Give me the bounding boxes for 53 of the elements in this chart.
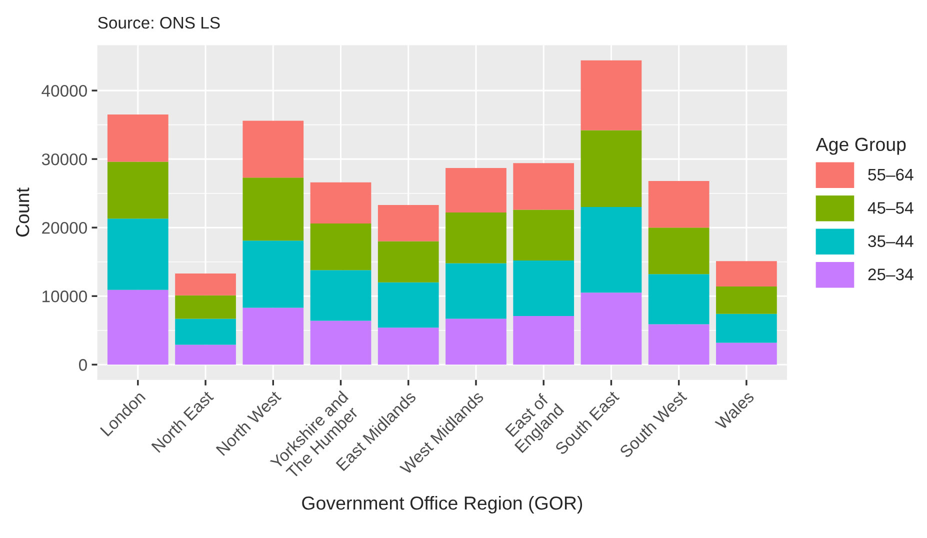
bar [580, 130, 642, 208]
bar [378, 328, 439, 365]
legend-label: 45–54 [868, 202, 914, 214]
bar [446, 318, 506, 365]
bar [310, 270, 372, 321]
bar [310, 223, 372, 270]
y-tick-label: 30000 [42, 153, 87, 166]
bar [513, 260, 574, 316]
bar [107, 290, 168, 365]
y-axis-title: Count [16, 188, 30, 237]
source-note: Source: ONS LS [98, 16, 220, 29]
x-axis-title: Government Office Region (GOR) [302, 496, 582, 514]
y-tick-label: 40000 [42, 84, 87, 97]
y-tick-label: 0 [78, 359, 87, 371]
bar [378, 204, 439, 242]
bar [513, 210, 574, 260]
bar [242, 240, 304, 308]
legend-label: 35–44 [868, 235, 914, 248]
bar [648, 180, 710, 228]
bar [242, 308, 304, 365]
bar [716, 314, 777, 343]
bar [513, 316, 574, 365]
bar [175, 344, 236, 365]
bar [446, 212, 506, 264]
bar [648, 324, 710, 365]
bar [175, 318, 236, 345]
bar [310, 320, 372, 365]
bar [310, 182, 372, 224]
bar [580, 292, 642, 365]
bar [580, 207, 642, 293]
bar [378, 241, 439, 282]
bar [107, 218, 168, 290]
bar [175, 273, 236, 296]
bar [716, 286, 777, 314]
bar [107, 114, 168, 162]
bar [378, 282, 439, 328]
bar [648, 228, 710, 274]
bar [242, 178, 304, 241]
bar [175, 295, 236, 319]
bar [242, 120, 304, 178]
legend-label: 55–64 [868, 168, 914, 181]
bar [716, 342, 777, 365]
y-tick-label: 10000 [42, 290, 87, 302]
bar [648, 274, 710, 324]
y-tick-label: 20000 [42, 222, 87, 234]
bar [446, 168, 506, 213]
bar [446, 263, 506, 319]
legend-title: Age Group [816, 138, 906, 155]
bar [513, 163, 574, 210]
bar [716, 261, 777, 287]
legend-label: 25–34 [868, 268, 914, 280]
bar [580, 60, 642, 130]
bar [107, 162, 168, 219]
